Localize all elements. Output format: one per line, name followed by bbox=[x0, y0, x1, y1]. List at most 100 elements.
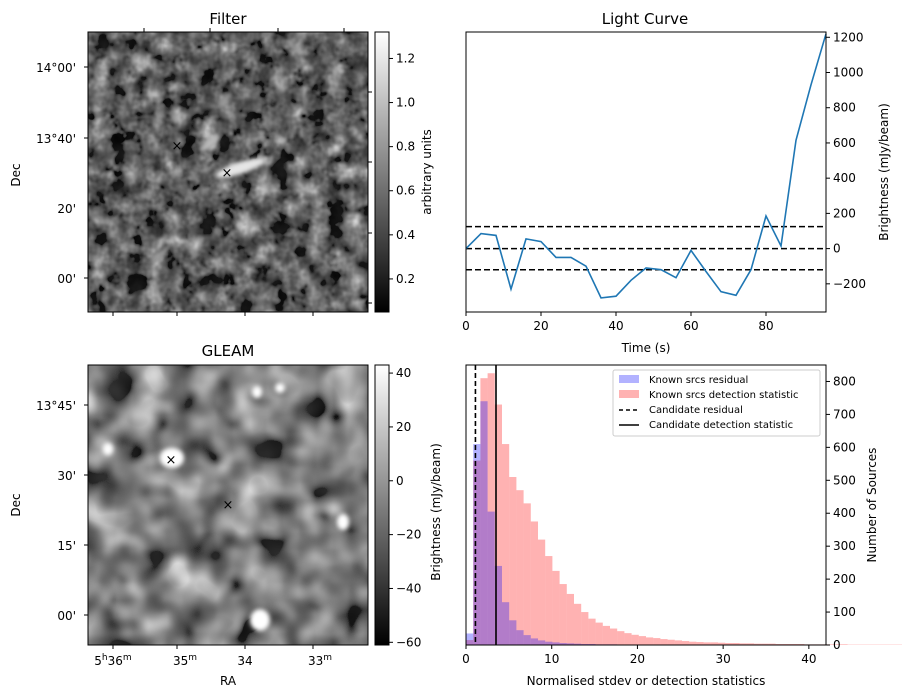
hist-bar-known-detection bbox=[833, 644, 841, 645]
gleam-colorbar-tick-label: 40 bbox=[396, 366, 411, 380]
hist-bar-known-detection bbox=[574, 603, 582, 645]
gleam-ytick-0: 13°45' bbox=[36, 399, 76, 413]
hist-xlabel: Normalised stdev or detection statistics bbox=[527, 674, 766, 688]
filter-ytick-0: 14°00' bbox=[36, 61, 76, 75]
lc-ytick-label: 800 bbox=[833, 101, 856, 115]
gleam-panel: GLEAM × × 13°45' 30' 15' 00' Dec 5h36m bbox=[9, 342, 443, 688]
hist-bar-known-detection bbox=[631, 634, 639, 645]
filter-ytick-3: 00' bbox=[57, 272, 76, 286]
filter-ylabel: Dec bbox=[9, 163, 23, 186]
hist-bar-known-detection bbox=[653, 638, 661, 645]
gleam-colorbar-tick-label: −20 bbox=[396, 528, 421, 542]
hist-bar-known-residual bbox=[574, 643, 582, 645]
hist-bar-known-detection bbox=[581, 612, 589, 645]
hist-bar-known-detection bbox=[624, 633, 632, 645]
lc-point bbox=[735, 294, 737, 296]
hist-bar-known-detection bbox=[682, 641, 690, 645]
lc-point bbox=[585, 265, 587, 267]
hist-bar-known-residual bbox=[530, 638, 538, 645]
legend-label-candidate-residual: Candidate residual bbox=[649, 405, 743, 416]
lc-xtick-label: 20 bbox=[533, 319, 548, 333]
hist-xtick-label: 10 bbox=[544, 652, 559, 666]
gleam-image bbox=[88, 365, 368, 645]
lc-threshold-lines bbox=[466, 225, 826, 271]
lc-ytick-label: −200 bbox=[833, 277, 866, 291]
hist-bar-known-detection bbox=[473, 460, 481, 645]
gleam-ylabel: Dec bbox=[9, 493, 23, 516]
hist-bar-known-residual bbox=[538, 640, 546, 645]
gleam-xtick-3: 33m bbox=[308, 653, 332, 668]
hist-bar-known-residual bbox=[566, 643, 574, 645]
hist-bar-known-detection bbox=[703, 642, 711, 645]
legend-swatch-known-residual bbox=[619, 375, 639, 383]
lc-point bbox=[795, 139, 797, 141]
filter-colorbar-tick-label: 0.8 bbox=[396, 140, 415, 154]
lc-point bbox=[645, 267, 647, 269]
lc-xtick-label: 60 bbox=[683, 319, 698, 333]
hist-bar-known-detection bbox=[502, 444, 510, 645]
hist-bar-known-residual bbox=[466, 633, 474, 645]
gleam-title: GLEAM bbox=[202, 342, 255, 360]
hist-ytick-label: 700 bbox=[833, 407, 856, 421]
lc-point bbox=[720, 291, 722, 293]
lc-point bbox=[765, 215, 767, 217]
filter-image bbox=[88, 32, 368, 312]
gleam-colorbar-tick-label: −40 bbox=[396, 581, 421, 595]
hist-bar-known-detection bbox=[559, 584, 567, 645]
lc-point bbox=[615, 295, 617, 297]
legend-label-candidate-detection: Candidate detection statistic bbox=[649, 420, 793, 431]
hist-bar-known-detection bbox=[617, 631, 625, 645]
hist-ytick-label: 100 bbox=[833, 605, 856, 619]
hist-bar-known-residual bbox=[502, 602, 510, 645]
gleam-colorbar-tick-label: 0 bbox=[396, 474, 404, 488]
lc-point bbox=[525, 238, 527, 240]
lc-ytick-label: 1000 bbox=[833, 66, 864, 80]
hist-bar-known-detection bbox=[610, 628, 618, 645]
hist-bar-known-detection bbox=[667, 639, 675, 645]
hist-bar-known-detection bbox=[602, 625, 610, 645]
filter-colorbar-tick-label: 0.6 bbox=[396, 184, 415, 198]
lc-point bbox=[705, 270, 707, 272]
hist-bar-known-detection bbox=[523, 503, 531, 645]
filter-ytick-2: 20' bbox=[57, 202, 76, 216]
lc-point bbox=[675, 277, 677, 279]
filter-colorbar bbox=[374, 31, 390, 313]
lc-xticks: 0 20 40 60 80 bbox=[462, 312, 774, 333]
gleam-colorbar bbox=[374, 364, 390, 646]
hist-bar-known-detection bbox=[487, 373, 495, 645]
gleam-ytick-3: 00' bbox=[57, 609, 76, 623]
hist-bar-known-detection bbox=[552, 570, 560, 645]
lc-point bbox=[600, 297, 602, 299]
filter-colorbar-tick-label: 0.4 bbox=[396, 228, 415, 242]
histogram-chart: 0 10 20 30 40 0 100 200 300 400 500 600 700 800 Norm… bbox=[462, 364, 902, 688]
lc-title: Light Curve bbox=[602, 10, 688, 28]
hist-bar-known-detection bbox=[545, 556, 553, 645]
hist-bar-known-detection bbox=[732, 643, 740, 645]
lc-ytick-label: 0 bbox=[833, 242, 841, 256]
hist-ytick-label: 0 bbox=[833, 638, 841, 652]
lc-point bbox=[750, 269, 752, 271]
hist-xtick-label: 30 bbox=[716, 652, 731, 666]
gleam-colorbar-label: Brightness (mJy/beam) bbox=[429, 443, 443, 581]
hist-ylabel: Number of Sources bbox=[865, 448, 879, 563]
filter-colorbar-tick-label: 0.2 bbox=[396, 272, 415, 286]
lc-yticks: −200 0 200 400 600 800 1000 1200 bbox=[826, 30, 866, 291]
gleam-known-marker: × bbox=[166, 453, 177, 468]
filter-candidate-marker: × bbox=[222, 166, 233, 181]
lc-xtick-label: 80 bbox=[758, 319, 773, 333]
gleam-xtick-1: 35m bbox=[173, 653, 197, 668]
hist-bar-known-detection bbox=[588, 618, 596, 645]
hist-bar-known-detection bbox=[689, 641, 697, 645]
lc-xtick-label: 0 bbox=[462, 319, 470, 333]
lc-point bbox=[810, 84, 812, 86]
gleam-colorbar-ticks: 40 20 0 −20 −40 −60 bbox=[389, 366, 421, 649]
hist-bar-known-residual bbox=[473, 444, 481, 645]
lc-series bbox=[465, 33, 827, 299]
hist-bar-known-detection bbox=[718, 642, 726, 645]
legend-swatch-known-detection bbox=[619, 390, 639, 398]
hist-bar-known-detection bbox=[840, 644, 848, 645]
lc-point bbox=[630, 279, 632, 281]
hist-bar-known-residual bbox=[516, 630, 524, 645]
lc-point bbox=[510, 288, 512, 290]
